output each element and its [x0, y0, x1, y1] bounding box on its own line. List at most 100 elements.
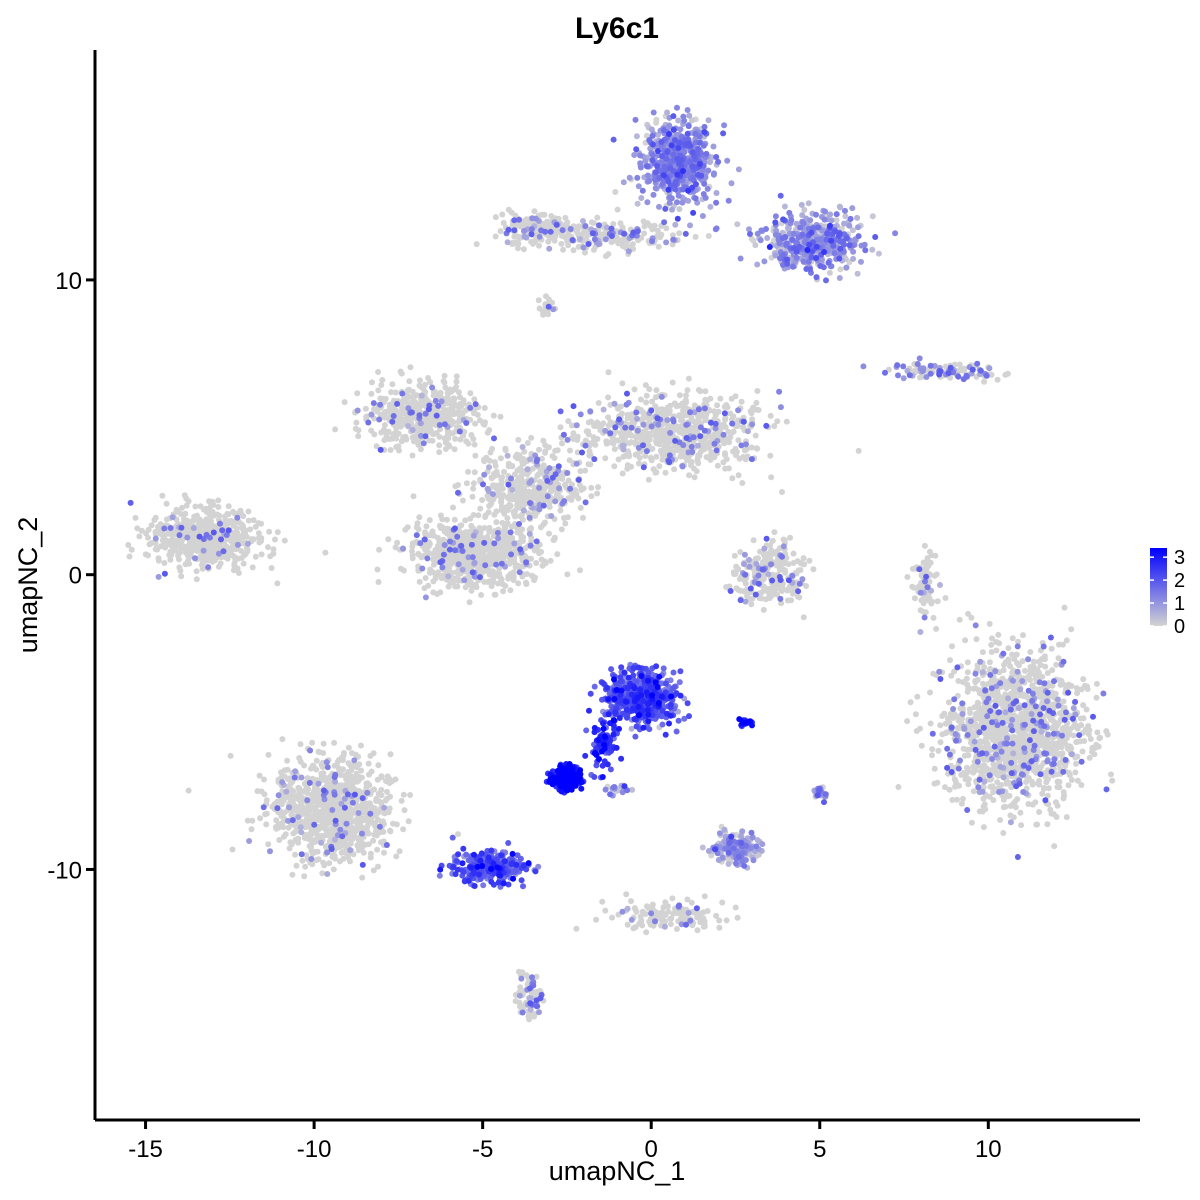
cell-point: [678, 417, 685, 424]
cell-point: [484, 579, 491, 585]
cell-point: [422, 381, 428, 388]
cell-point: [132, 514, 139, 521]
cell-point: [355, 433, 362, 440]
cell-point: [549, 487, 555, 494]
cell-point: [161, 560, 168, 566]
cell-point: [376, 546, 383, 553]
cell-point: [485, 546, 492, 553]
cell-point: [268, 565, 275, 571]
cell-point: [1080, 676, 1087, 683]
cell-point: [394, 422, 401, 429]
cell-point: [501, 553, 508, 560]
cell-point: [697, 448, 704, 455]
cell-point: [332, 426, 339, 433]
cell-point: [1068, 745, 1075, 752]
cell-point: [721, 403, 728, 410]
cell-point: [912, 711, 919, 718]
cell-point: [148, 540, 155, 547]
cell-point: [445, 428, 452, 435]
cell-point: [430, 589, 437, 596]
cell-point: [643, 392, 650, 399]
cell-point: [520, 220, 526, 227]
cell-point: [492, 233, 499, 240]
cell-point: [191, 513, 198, 520]
cell-point: [416, 578, 423, 585]
cell-point: [1086, 754, 1093, 761]
cell-point: [531, 577, 538, 584]
cell-point: [193, 568, 200, 575]
cell-point: [781, 560, 788, 567]
cell-point: [134, 525, 141, 532]
cell-point: [994, 779, 1001, 786]
cell-point: [617, 430, 624, 437]
cell-point: [388, 389, 395, 396]
cell-point: [184, 552, 191, 559]
cell-point: [586, 448, 593, 455]
cell-point: [727, 410, 734, 417]
cell-point: [454, 424, 460, 431]
cell-point: [514, 451, 520, 458]
cell-point: [770, 237, 777, 244]
cell-point: [507, 587, 514, 594]
cell-point: [422, 425, 429, 432]
cell-point: [169, 538, 176, 545]
cell-point: [234, 565, 241, 572]
cell-point: [183, 523, 190, 529]
cell-point: [471, 582, 478, 589]
cell-point: [904, 574, 911, 580]
cell-point: [265, 544, 271, 551]
cell-point: [499, 519, 506, 526]
cell-point: [972, 679, 979, 686]
cell-point: [436, 442, 443, 449]
cell-point: [725, 465, 732, 472]
cell-point: [722, 450, 728, 457]
cell-point: [1039, 739, 1046, 746]
cell-point: [685, 375, 692, 382]
cell-point: [971, 704, 978, 711]
cell-point: [422, 575, 429, 581]
cell-point: [467, 390, 474, 397]
cell-point: [404, 387, 411, 394]
cell-point: [1097, 734, 1104, 741]
cell-point: [562, 520, 569, 527]
cell-point: [532, 238, 539, 245]
cell-point: [256, 539, 263, 546]
cell-point: [354, 390, 361, 397]
cell-point: [641, 428, 648, 435]
cell-point: [518, 477, 524, 484]
cell-point: [570, 247, 577, 254]
cell-point: [580, 514, 586, 521]
cell-point: [1078, 686, 1085, 693]
cell-point: [459, 497, 466, 504]
cell-point: [911, 584, 918, 591]
cell-point: [637, 396, 644, 403]
cell-point: [551, 455, 558, 461]
cell-point: [315, 748, 322, 755]
cell-point: [542, 519, 548, 526]
cell-point: [453, 378, 460, 385]
cell-point: [1005, 645, 1012, 652]
cell-point: [443, 410, 450, 417]
cell-point: [598, 421, 605, 428]
cell-point: [302, 863, 309, 870]
cell-point: [442, 384, 449, 391]
cell-point: [436, 449, 443, 456]
cell-point: [510, 577, 517, 583]
cell-point: [611, 463, 618, 470]
cell-point: [554, 229, 561, 236]
cell-point: [631, 386, 638, 393]
cell-point: [982, 806, 989, 813]
cell-point: [538, 556, 545, 563]
cell-point: [917, 374, 923, 381]
cell-point: [1108, 771, 1114, 778]
cell-point: [465, 564, 472, 571]
cell-point: [565, 418, 572, 425]
cell-point: [249, 564, 256, 571]
cell-point: [1054, 802, 1061, 809]
cell-point: [444, 559, 451, 566]
cell-point: [930, 614, 937, 621]
cell-point: [684, 387, 691, 394]
cell-point: [643, 399, 650, 406]
cell-point: [595, 400, 602, 406]
cell-point: [658, 449, 665, 455]
